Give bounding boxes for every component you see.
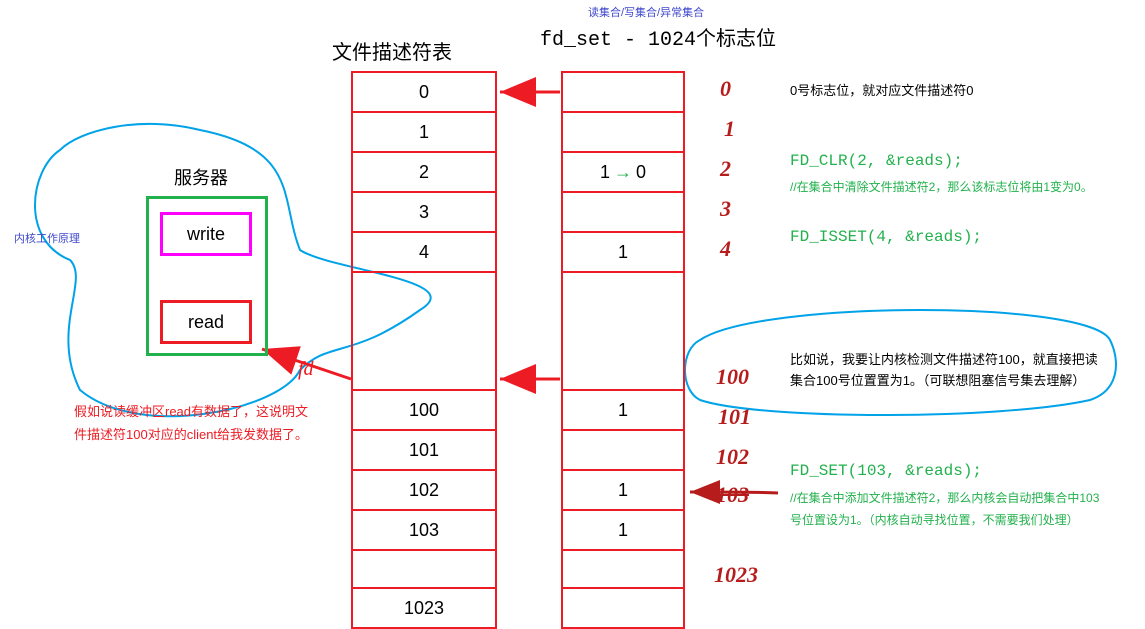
note-0: 0号标志位，就对应文件描述符0 [790,80,973,99]
fd-cell: 103 [351,509,497,551]
server-note: 假如说读缓冲区read有数据了，这说明文 件描述符100对应的client给我发… [74,400,334,447]
fdset-cell: 1 [561,231,685,273]
fdset-cell [561,71,685,113]
fd-cell: 102 [351,469,497,511]
index-label: 100 [716,364,749,390]
index-label: 103 [716,482,749,508]
fdset-cell [561,429,685,471]
fd-cell: 101 [351,429,497,471]
note-100: 比如说，我要让内核检测文件描述符100，就直接把读集合100号位置置为1。（可联… [790,350,1110,392]
fd-label: fd [298,358,314,381]
fdset-table: 1 → 0 1 1 1 1 [561,71,685,629]
fd-table: 0 1 2 3 4 100 101 102 103 1023 [351,71,497,629]
index-label: 1023 [714,562,758,588]
kernel-label: 内核工作原理 [14,230,80,246]
fd-clr-code: FD_CLR(2, &reads); [790,152,963,170]
top-blue-label: 读集合/写集合/异常集合 [588,4,704,20]
fd-cell: 1 [351,111,497,153]
index-label: 3 [720,196,731,222]
read-text: read [188,312,224,333]
server-label: 服务器 [174,164,228,190]
fd-table-title: 文件描述符表 [332,36,452,65]
fd-cell: 100 [351,389,497,431]
fdset-1to0-from: 1 [600,162,610,183]
fdset-cell [561,191,685,233]
fdset-cell [561,111,685,153]
fd-set-code: FD_SET(103, &reads); [790,462,982,480]
fd-cell: 3 [351,191,497,233]
fd-gap [351,271,497,391]
fd-gap [351,549,497,589]
index-label: 101 [718,404,751,430]
write-box: write [160,212,252,256]
index-label: 4 [720,236,731,262]
fd-isset-code: FD_ISSET(4, &reads); [790,228,982,246]
fdset-gap [561,271,685,391]
index-label: 2 [720,156,731,182]
fd-set-note: //在集合中添加文件描述符2，那么内核会自动把集合中103号位置设为1。（内核自… [790,488,1110,531]
fd-cell: 4 [351,231,497,273]
fdset-cell: 1 [561,389,685,431]
index-label: 1 [724,116,735,142]
fd-cell: 1023 [351,587,497,629]
read-box: read [160,300,252,344]
fdset-cell: 1 [561,469,685,511]
index-label: 102 [716,444,749,470]
fd-cell: 2 [351,151,497,193]
fdset-1to0-to: 0 [636,162,646,183]
fdset-gap [561,549,685,589]
fdset-cell [561,587,685,629]
write-text: write [187,224,225,245]
fdset-cell: 1 → 0 [561,151,685,193]
fd-cell: 0 [351,71,497,113]
fd-clr-note: //在集合中清除文件描述符2，那么该标志位将由1变为0。 [790,178,1093,195]
fdset-title: fd_set - 1024个标志位 [540,22,776,52]
index-label: 0 [720,76,731,102]
fdset-cell: 1 [561,509,685,551]
arrow-icon: → [614,162,632,183]
